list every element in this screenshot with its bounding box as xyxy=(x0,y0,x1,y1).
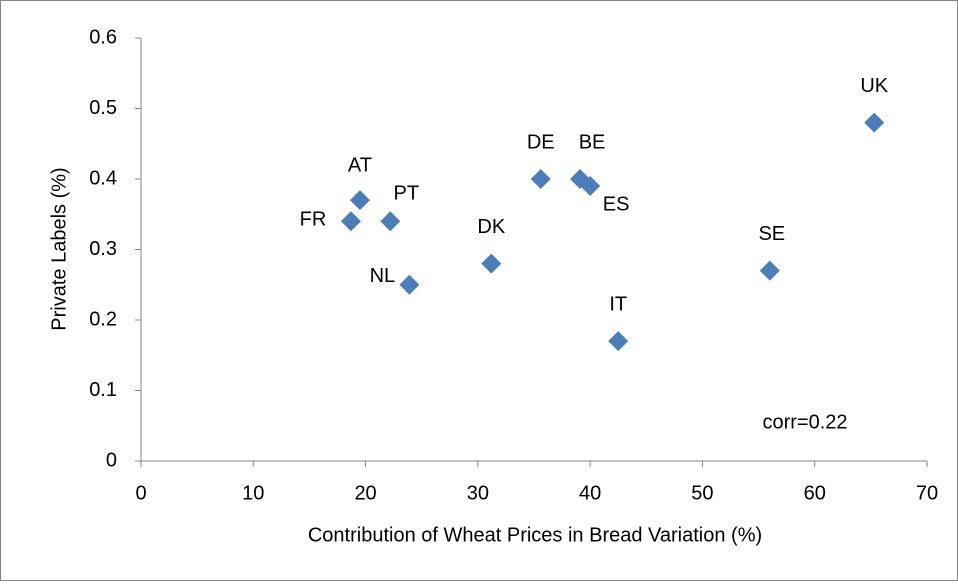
y-tick-label: 0.5 xyxy=(89,97,117,119)
x-tick-label: 30 xyxy=(467,482,489,504)
point xyxy=(340,211,361,232)
point xyxy=(349,190,370,211)
x-tick-label: 0 xyxy=(135,482,146,504)
point-label: UK xyxy=(860,75,888,97)
point-label: IT xyxy=(609,293,627,315)
y-tick-label: 0.1 xyxy=(89,379,117,401)
point-label: DE xyxy=(527,131,555,153)
point-label: DK xyxy=(477,216,505,238)
x-tick-label: 50 xyxy=(691,482,713,504)
point-label: BE xyxy=(579,131,606,153)
y-axis-label: Private Labels (%) xyxy=(48,167,70,330)
point xyxy=(608,331,629,352)
point xyxy=(399,274,420,295)
point-label: AT xyxy=(348,154,372,176)
point-label: SE xyxy=(758,223,785,245)
y-tick-label: 0.4 xyxy=(89,167,117,189)
point xyxy=(481,253,502,274)
x-axis-label: Contribution of Wheat Prices in Bread Va… xyxy=(308,524,762,546)
point xyxy=(530,169,551,189)
y-tick-label: 0.6 xyxy=(89,26,117,48)
y-tick-label: 0.3 xyxy=(89,238,117,260)
point-label: ES xyxy=(603,193,630,215)
point xyxy=(864,112,885,133)
point-label: PT xyxy=(393,183,419,205)
x-tick-label: 60 xyxy=(804,482,826,504)
point-label: FR xyxy=(300,209,327,231)
x-tick-label: 20 xyxy=(354,482,376,504)
x-tick-label: 10 xyxy=(242,482,264,504)
y-tick-label: 0 xyxy=(106,449,117,471)
y-tick-label: 0.2 xyxy=(89,308,117,330)
x-tick-label: 40 xyxy=(579,482,601,504)
point xyxy=(380,211,401,232)
point-label: NL xyxy=(370,265,396,287)
annotation: corr=0.22 xyxy=(762,411,847,433)
point xyxy=(759,260,780,281)
point xyxy=(580,176,601,197)
x-tick-label: 70 xyxy=(916,482,938,504)
